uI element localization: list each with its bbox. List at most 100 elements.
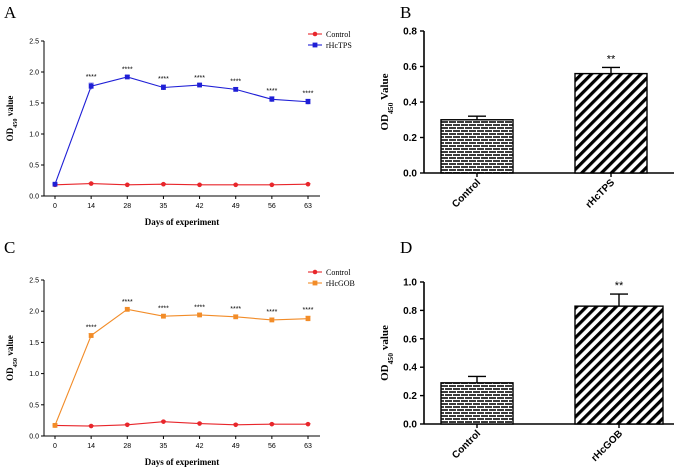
bar-control <box>440 382 514 425</box>
series-line-control <box>54 183 309 186</box>
x-axis-title: Days of experiment <box>145 217 219 227</box>
y-tick-label: 1.5 <box>29 101 39 108</box>
y-axis-title-main: OD <box>379 114 391 131</box>
y-tick-label: 0.8 <box>403 27 417 38</box>
line-chart-a: 0.0 0.5 1.0 1.5 2.0 2.5 0 14 28 35 42 49 56 63 Days of… <box>5 30 352 227</box>
x-tick-label: 63 <box>304 203 312 210</box>
y-axis-title-sub: 450 <box>386 353 395 365</box>
legend-marker <box>312 31 318 37</box>
data-point-rhctps <box>233 86 239 92</box>
data-point-rhcgob <box>305 316 311 322</box>
y-tick-label: 0.6 <box>403 62 417 73</box>
y-tick-label: 0.5 <box>29 163 39 170</box>
x-tick-label: 42 <box>196 443 204 450</box>
y-tick-label: 0.6 <box>403 334 417 345</box>
data-point-control <box>305 181 311 187</box>
panel-letter-a: A <box>4 3 17 22</box>
x-tick-label: 35 <box>160 203 168 210</box>
significance-label: **** <box>158 305 169 312</box>
significance-label: **** <box>303 90 314 97</box>
significance-label: **** <box>194 75 205 82</box>
x-tick-label: 49 <box>232 203 240 210</box>
panel-letter-d: D <box>400 238 412 257</box>
data-point-rhctps <box>161 85 166 90</box>
y-axis-title: OD450 Value <box>379 73 395 130</box>
x-tick-label: rHcTPS <box>584 177 618 211</box>
data-point-rhctps <box>305 99 311 105</box>
legend-marker <box>312 280 318 286</box>
y-tick-label: 2.5 <box>29 39 39 46</box>
y-axis-title: OD450 value <box>5 335 19 381</box>
significance-label: **** <box>266 88 277 95</box>
y-tick-label: 0.2 <box>403 133 417 144</box>
x-tick-label: 42 <box>196 203 204 210</box>
y-tick-label: 2.5 <box>29 278 39 285</box>
y-axis-title: OD450 value <box>5 96 19 142</box>
bar-rhctps <box>574 72 648 174</box>
significance-label: **** <box>122 299 133 306</box>
panel-a: A 0.0 0.5 1.0 1.5 2.0 2.5 0 14 28 35 42 49 56 63 Days … <box>4 3 352 227</box>
significance-label: ** <box>615 280 624 292</box>
y-tick-label: 0.4 <box>403 98 417 109</box>
bar-control <box>440 119 514 174</box>
data-point-rhcgob <box>233 314 239 320</box>
significance-label: **** <box>230 79 241 86</box>
y-axis-title-main: OD <box>379 364 391 381</box>
significance-label: **** <box>303 307 314 314</box>
legend-label: rHcTPS <box>326 41 352 50</box>
x-tick-label: 0 <box>53 443 57 450</box>
data-point-rhctps <box>197 82 202 88</box>
x-tick-label: 28 <box>123 203 131 210</box>
y-tick-label: 1.0 <box>403 278 417 289</box>
legend-label: Control <box>326 268 351 277</box>
data-point-rhctps <box>269 96 275 102</box>
x-tick-label: 63 <box>304 443 312 450</box>
x-tick-label: rHcGOB <box>589 428 625 464</box>
panel-letter-c: C <box>4 238 15 257</box>
significance-label: **** <box>86 74 97 81</box>
x-tick-label: 14 <box>87 203 95 210</box>
data-point-control <box>233 182 239 188</box>
x-tick-label: 56 <box>268 203 276 210</box>
legend-label: Control <box>326 30 351 39</box>
series-line-control <box>54 421 308 427</box>
y-tick-label: 2.0 <box>29 309 39 316</box>
y-axis-title: OD450 value <box>379 325 395 381</box>
y-tick-label: 0.0 <box>403 420 417 431</box>
data-point-rhcgob <box>124 306 130 312</box>
y-tick-label: 0.5 <box>29 402 39 409</box>
x-tick-label: 28 <box>123 443 131 450</box>
significance-label: **** <box>266 309 277 316</box>
data-point-control <box>88 423 94 429</box>
x-tick-label: 14 <box>87 443 95 450</box>
y-axis-title-tail: value <box>5 335 15 358</box>
panel-d: D 0.0 0.2 0.4 0.6 0.8 1.0 OD450 value Control rH… <box>379 238 674 464</box>
y-axis-title-sub: 450 <box>386 102 395 114</box>
significance-label: **** <box>86 325 97 332</box>
data-point-rhctps <box>88 83 94 89</box>
panel-b: B 0.0 0.2 0.4 0.6 0.8 OD450 Value Control rHcTP… <box>379 3 674 211</box>
panel-letter-b: B <box>400 3 411 22</box>
y-tick-label: 0.8 <box>403 306 417 317</box>
y-tick-label: 1.5 <box>29 340 39 347</box>
data-point-rhcgob <box>161 313 166 319</box>
y-tick-label: 1.0 <box>29 371 39 378</box>
data-point-control <box>269 182 275 188</box>
y-axis-title-tail: Value <box>379 73 391 102</box>
data-point-control <box>124 422 130 428</box>
data-point-control <box>161 419 166 424</box>
y-axis-title-main: OD <box>5 127 15 141</box>
x-tick-label: 49 <box>232 443 240 450</box>
series-line-rhcgob <box>54 308 309 426</box>
bar-rhcgob <box>574 305 664 425</box>
data-point-rhctps <box>124 74 130 80</box>
x-tick-label: 0 <box>53 203 57 210</box>
line-chart-c: 0.0 0.5 1.0 1.5 2.0 2.5 0 14 28 35 42 49 56 63 Days of… <box>5 268 355 467</box>
series-line-rhctps <box>54 76 309 185</box>
data-point-rhcgob <box>88 333 94 338</box>
data-point-control <box>197 182 202 188</box>
significance-label: **** <box>158 76 169 83</box>
data-point-control <box>269 421 275 427</box>
y-axis-title-tail: value <box>379 325 391 353</box>
